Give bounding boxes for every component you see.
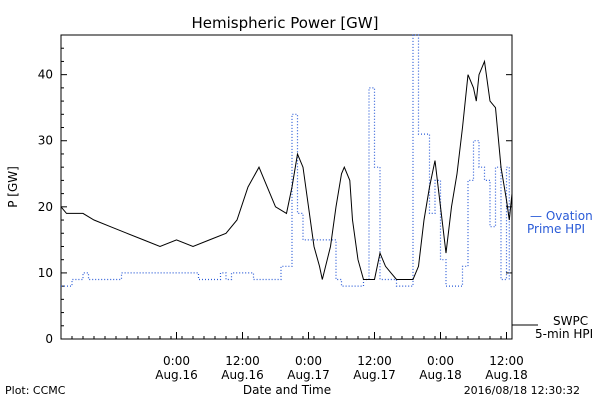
x-tick-time: 12:00 <box>225 354 260 368</box>
y-tick-label: 40 <box>38 68 53 82</box>
x-tick-date: Aug.17 <box>353 368 396 382</box>
y-axis-label: P [GW] <box>6 166 20 208</box>
legend-ovation-line1: — Ovation <box>530 209 593 223</box>
y-tick-label: 20 <box>38 200 53 214</box>
x-tick-time: 12:00 <box>357 354 392 368</box>
legend-ovation-line2: Prime HPI <box>527 222 585 236</box>
y-tick-label: 0 <box>45 332 53 346</box>
chart-title: Hemispheric Power [GW] <box>192 14 379 32</box>
plot-frame <box>60 34 513 340</box>
y-tick-label: 30 <box>38 134 53 148</box>
x-axis-label: Date and Time <box>243 383 331 397</box>
x-tick-time: 12:00 <box>489 354 524 368</box>
series-swpc-5min-hpi <box>60 59 513 280</box>
y-axis-ticks: 0 10 20 30 40 <box>38 47 512 346</box>
x-tick-date: Aug.18 <box>419 368 462 382</box>
x-tick-date: Aug.18 <box>485 368 528 382</box>
x-axis-minor-ticks <box>60 336 513 339</box>
x-tick-time: 0:00 <box>427 354 454 368</box>
legend-swpc-line1: SWPC <box>553 314 588 328</box>
legend-swpc-line2: 5-min HPI <box>535 327 593 341</box>
x-axis-ticks: 0:00Aug.1612:00Aug.160:00Aug.1712:00Aug.… <box>155 332 528 382</box>
x-tick-date: Aug.17 <box>287 368 330 382</box>
y-tick-label: 10 <box>38 266 53 280</box>
series-ovation-prime-hpi <box>61 34 510 287</box>
x-tick-date: Aug.16 <box>221 368 264 382</box>
x-tick-time: 0:00 <box>163 354 190 368</box>
footer-right: 2016/08/18 12:30:32 <box>464 384 580 397</box>
footer-left: Plot: CCMC <box>5 384 66 397</box>
series-layer <box>60 34 513 287</box>
x-tick-date: Aug.16 <box>155 368 198 382</box>
x-tick-time: 0:00 <box>295 354 322 368</box>
